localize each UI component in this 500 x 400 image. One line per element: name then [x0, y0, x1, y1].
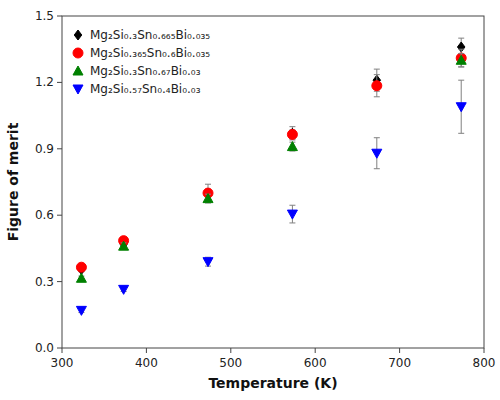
y-tick-label: 1.2	[35, 75, 54, 89]
y-tick	[57, 82, 62, 83]
series	[76, 54, 466, 283]
x-tick-label: 400	[135, 356, 158, 370]
legend-label: Mg₂Si₀.₃Sn₀.₆₆₅Bi₀.₀₃₅	[90, 28, 210, 42]
series	[78, 38, 465, 274]
y-tick	[57, 281, 62, 282]
y-tick-label: 0.6	[35, 208, 54, 222]
point	[287, 210, 297, 219]
legend-label: Mg₂Si₀.₅₇Sn₀.₄Bi₀.₀₃	[90, 82, 201, 96]
y-tick	[57, 148, 62, 149]
x-tick	[315, 348, 316, 353]
x-tick-label: 800	[473, 356, 496, 370]
x-tick-label: 600	[304, 356, 327, 370]
x-tick-label: 300	[51, 356, 74, 370]
x-axis-label: Temperature (K)	[208, 375, 337, 391]
point	[287, 129, 297, 139]
point	[456, 55, 466, 64]
y-tick	[57, 348, 62, 349]
plot-area	[76, 38, 466, 315]
point	[372, 81, 382, 91]
x-tick	[62, 348, 63, 353]
point	[76, 273, 86, 282]
y-tick-label: 1.5	[35, 9, 54, 23]
legend-swatch	[73, 48, 83, 58]
y-tick-label: 0.9	[35, 142, 54, 156]
plot-frame	[62, 16, 484, 348]
legend-swatch	[73, 66, 83, 75]
legend: Mg₂Si₀.₃Sn₀.₆₆₅Bi₀.₀₃₅ Mg₂Si₀.₃₆₅Sn₀.₆Bi₀…	[73, 28, 210, 96]
point	[119, 285, 129, 294]
point	[76, 306, 86, 315]
legend-label: Mg₂Si₀.₃₆₅Sn₀.₆Bi₀.₀₃₅	[90, 46, 210, 60]
point	[372, 149, 382, 158]
x-tick	[399, 348, 400, 353]
y-axis-label: Figure of merit	[5, 122, 21, 241]
series	[76, 80, 466, 315]
series	[76, 49, 466, 272]
x-tick	[484, 348, 485, 353]
x-tick-label: 500	[219, 356, 242, 370]
point	[287, 142, 297, 151]
point	[456, 103, 466, 112]
point	[76, 262, 86, 272]
y-tick-label: 0.3	[35, 275, 54, 289]
x-tick	[146, 348, 147, 353]
point	[203, 194, 213, 203]
y-tick	[57, 215, 62, 216]
x-tick	[230, 348, 231, 353]
point	[203, 258, 213, 267]
x-tick-label: 700	[388, 356, 411, 370]
legend-swatch	[73, 85, 83, 94]
legend-label: Mg₂Si₀.₃Sn₀.₆₇Bi₀.₀₃	[90, 64, 201, 78]
point	[119, 241, 129, 250]
chart: 300 400 500 600 700 800 0.0 0.3 0.6 0.9 1.2 1.5 Temp…	[0, 0, 500, 400]
legend-swatch	[74, 30, 82, 40]
y-tick	[57, 16, 62, 17]
y-tick-label: 0.0	[35, 341, 54, 355]
